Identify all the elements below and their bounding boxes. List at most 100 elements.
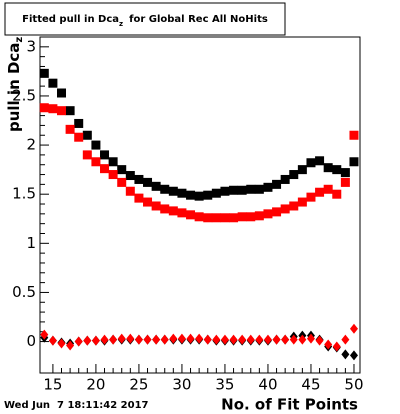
square-marker [100, 164, 110, 174]
square-marker [125, 186, 135, 196]
square-marker [48, 78, 58, 88]
square-marker [160, 184, 170, 194]
square-marker [57, 88, 67, 98]
diamond-marker [229, 334, 238, 345]
diamond-marker [117, 333, 126, 344]
square-marker [74, 118, 84, 128]
y-label-sub: z [14, 37, 25, 43]
diamond-marker [109, 334, 118, 345]
y-tick-label: 2 [26, 136, 36, 154]
diamond-marker [255, 334, 264, 345]
diamond-marker [57, 338, 66, 349]
square-marker [186, 190, 196, 200]
diamond-marker [220, 334, 229, 345]
square-marker [151, 181, 161, 191]
x-tick-label: 35 [215, 376, 234, 394]
title-box [4, 2, 286, 36]
square-marker [151, 201, 161, 211]
square-marker [203, 213, 213, 223]
diamond-marker [212, 334, 221, 345]
diamond-marker [281, 334, 290, 345]
square-marker [48, 104, 58, 114]
diamond-marker [195, 333, 204, 344]
diamond-marker [100, 334, 109, 345]
square-marker [160, 204, 170, 214]
square-marker [39, 68, 49, 78]
square-marker [65, 124, 75, 134]
diamond-marker [289, 334, 298, 345]
square-marker [306, 158, 316, 168]
square-marker [297, 165, 307, 175]
square-marker [91, 140, 101, 150]
square-marker [332, 189, 342, 199]
square-marker [297, 197, 307, 207]
square-marker [263, 209, 273, 219]
y-axis-label: pull in Dcaz [5, 37, 26, 132]
square-marker [237, 212, 247, 222]
diamond-marker [91, 335, 100, 346]
square-marker [186, 210, 196, 220]
diamond-marker [272, 334, 281, 345]
square-marker [315, 156, 325, 166]
x-tick-label: 20 [86, 376, 105, 394]
square-marker [82, 130, 92, 140]
x-tick-label: 50 [344, 376, 363, 394]
square-marker [340, 177, 350, 187]
square-marker [254, 184, 264, 194]
x-tick-label: 40 [258, 376, 277, 394]
diamond-marker [298, 334, 307, 345]
square-marker [323, 184, 333, 194]
square-marker [229, 185, 239, 195]
y-tick-label: 2.5 [12, 86, 36, 104]
square-marker [229, 213, 239, 223]
square-marker [272, 207, 282, 217]
diamond-marker [332, 341, 341, 352]
square-marker [108, 170, 118, 180]
square-marker [177, 188, 187, 198]
title-rest: for Global Rec All NoHits [129, 14, 268, 25]
square-marker [315, 187, 325, 197]
x-tick-label: 25 [129, 376, 148, 394]
square-marker [194, 212, 204, 222]
square-marker [280, 204, 290, 214]
diamond-marker [160, 334, 169, 345]
square-marker [203, 190, 213, 200]
y-tick-label: 0.5 [12, 283, 36, 301]
square-marker [82, 150, 92, 160]
diamond-marker [324, 339, 333, 350]
square-marker [306, 192, 316, 202]
square-marker [143, 197, 153, 207]
square-marker [168, 186, 178, 196]
square-marker [57, 106, 67, 116]
x-axis-label: No. of Fit Points [221, 396, 358, 414]
square-marker [91, 157, 101, 167]
square-marker [263, 182, 273, 192]
square-marker [220, 213, 230, 223]
title-main: Fitted pull in Dca [22, 14, 119, 25]
square-marker [323, 163, 333, 173]
square-marker [289, 170, 299, 180]
square-marker [211, 213, 221, 223]
square-marker [117, 177, 127, 187]
square-marker [280, 174, 290, 184]
square-marker [177, 208, 187, 218]
y-tick-label: 3 [26, 37, 36, 55]
diamond-marker [315, 335, 324, 346]
x-tick-label: 30 [172, 376, 191, 394]
diamond-marker [341, 349, 350, 360]
diamond-marker [238, 334, 247, 345]
diamond-marker [186, 333, 195, 344]
square-marker [74, 132, 84, 142]
y-tick-label: 1.5 [12, 185, 36, 203]
diamond-marker [263, 334, 272, 345]
square-marker [117, 165, 127, 175]
diamond-marker [40, 329, 49, 340]
footer: Wed Jun 7 18:11:42 2017 [4, 400, 149, 411]
square-marker [272, 179, 282, 189]
diamond-marker [74, 336, 83, 347]
square-marker [254, 211, 264, 221]
plot-frame [39, 36, 361, 374]
square-marker [349, 157, 359, 167]
diamond-marker [134, 334, 143, 345]
square-marker [39, 103, 49, 113]
